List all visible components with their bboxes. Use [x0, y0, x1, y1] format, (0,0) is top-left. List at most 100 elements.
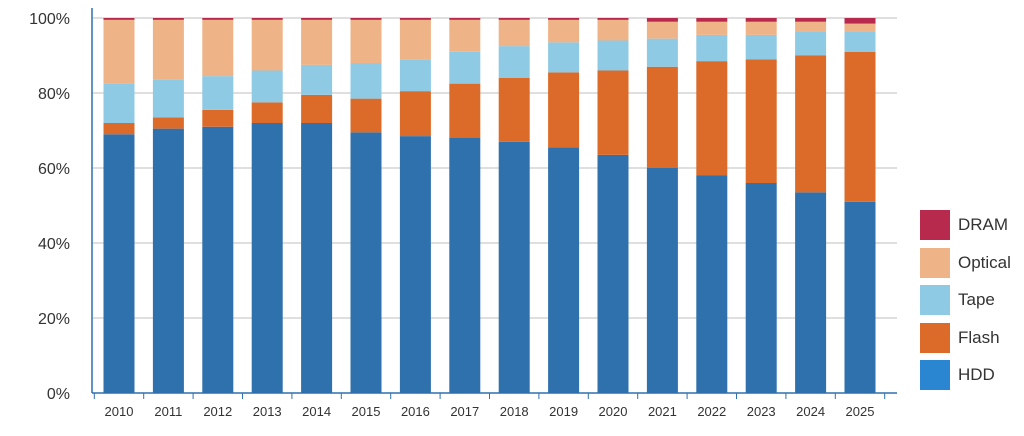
bar-segment-flash-2016	[399, 91, 431, 137]
bar-segment-hdd-2023	[745, 183, 777, 393]
bar-segment-dram-2021	[646, 18, 678, 22]
bar-segment-optical-2011	[152, 19, 184, 80]
bar-segment-optical-2014	[301, 19, 333, 65]
bar-segment-dram-2024	[795, 18, 827, 22]
bar-segment-tape-2020	[597, 40, 629, 71]
legend-swatch-flash	[920, 322, 950, 353]
bar-segment-hdd-2024	[795, 192, 827, 393]
bar-segment-dram-2017	[449, 18, 481, 20]
legend-label-optical: Optical	[958, 252, 1011, 272]
x-tick-label: 2023	[747, 404, 776, 419]
bar-segment-tape-2015	[350, 63, 382, 99]
bar-segment-tape-2011	[152, 79, 184, 118]
legend-item-flash: Flash	[920, 322, 1020, 353]
x-tick-label: 2024	[796, 404, 825, 419]
y-tick-label: 20%	[38, 311, 70, 328]
bar-segment-flash-2018	[498, 78, 530, 142]
legend-item-hdd: HDD	[920, 360, 1020, 390]
bar-segment-dram-2010	[103, 18, 135, 20]
x-tick-label: 2012	[203, 404, 232, 419]
x-tick-label: 2022	[697, 404, 726, 419]
x-tick-label: 2021	[648, 404, 677, 419]
bar-segment-flash-2022	[696, 61, 728, 176]
bar-segment-flash-2023	[745, 59, 777, 183]
legend-label-flash: Flash	[958, 327, 1000, 347]
legend-swatch-optical	[920, 247, 950, 278]
bar-segment-dram-2022	[696, 18, 728, 22]
x-tick-label: 2017	[450, 404, 479, 419]
legend-label-tape: Tape	[958, 290, 995, 309]
bars	[103, 18, 876, 393]
bar-segment-hdd-2011	[152, 128, 184, 393]
bar-segment-optical-2017	[449, 19, 481, 52]
bar-segment-tape-2010	[103, 83, 135, 123]
bar-segment-optical-2020	[597, 19, 629, 41]
bar-segment-tape-2014	[301, 64, 333, 95]
bar-segment-hdd-2010	[103, 134, 135, 393]
bar-segment-optical-2016	[399, 19, 431, 60]
bar-segment-tape-2024	[795, 31, 827, 56]
x-tick-label: 2020	[599, 404, 628, 419]
bar-segment-flash-2021	[646, 66, 678, 168]
bar-segment-hdd-2017	[449, 138, 481, 393]
bar-segment-dram-2013	[251, 18, 283, 20]
bar-segment-optical-2024	[795, 21, 827, 32]
bar-segment-dram-2019	[548, 18, 580, 20]
bar-segment-tape-2018	[498, 46, 530, 78]
axes: 0% 20% 40% 60% 80% 100% 2010 2011 2012 2013 2014 20…	[29, 8, 897, 419]
legend-label-hdd: HDD	[958, 365, 995, 384]
bar-segment-optical-2015	[350, 19, 382, 63]
bar-segment-tape-2025	[844, 31, 876, 52]
bar-segment-flash-2020	[597, 70, 629, 155]
bar-segment-tape-2013	[251, 70, 283, 103]
legend-label-dram: DRAM	[958, 215, 1009, 234]
y-tick-label: 100%	[29, 11, 70, 28]
x-tick-label: 2014	[302, 404, 331, 419]
bar-segment-hdd-2016	[399, 136, 431, 393]
bar-segment-dram-2020	[597, 18, 629, 20]
y-tick-label: 80%	[38, 86, 70, 103]
x-tick-label: 2019	[549, 404, 578, 419]
bar-segment-dram-2011	[152, 18, 184, 20]
bar-segment-tape-2017	[449, 51, 481, 84]
bar-segment-flash-2014	[301, 94, 333, 123]
bar-segment-optical-2013	[251, 19, 283, 71]
bar-segment-dram-2015	[350, 18, 382, 20]
bar-segment-tape-2019	[548, 42, 580, 73]
bar-segment-hdd-2013	[251, 123, 283, 393]
bar-segment-tape-2016	[399, 59, 431, 92]
bar-segment-dram-2016	[399, 18, 431, 20]
bar-segment-flash-2013	[251, 102, 283, 123]
legend: DRAM Optical Tape Flash HDD	[920, 210, 1020, 398]
bar-segment-dram-2012	[202, 18, 234, 20]
y-tick-label: 60%	[38, 161, 70, 178]
bar-segment-flash-2012	[202, 109, 234, 127]
y-tick-label: 0%	[47, 386, 70, 403]
bar-segment-flash-2010	[103, 123, 135, 135]
x-tick-label: 2025	[846, 404, 875, 419]
bar-segment-tape-2012	[202, 76, 234, 110]
bar-segment-optical-2012	[202, 19, 234, 77]
x-tick-label: 2015	[352, 404, 381, 419]
bar-segment-flash-2011	[152, 117, 184, 129]
x-tick-label: 2013	[253, 404, 282, 419]
legend-swatch-hdd	[920, 360, 950, 390]
legend-swatch-dram	[920, 210, 950, 240]
legend-item-dram: DRAM	[920, 210, 1020, 240]
bar-segment-optical-2018	[498, 19, 530, 47]
bar-segment-tape-2021	[646, 38, 678, 67]
bar-segment-tape-2022	[696, 34, 728, 62]
bar-segment-dram-2023	[745, 18, 777, 22]
bar-segment-optical-2023	[745, 21, 777, 35]
bar-segment-optical-2010	[103, 19, 135, 84]
x-tick-label: 2016	[401, 404, 430, 419]
bar-segment-hdd-2014	[301, 123, 333, 393]
legend-swatch-tape	[920, 285, 950, 315]
bar-segment-flash-2017	[449, 83, 481, 138]
bar-segment-flash-2019	[548, 72, 580, 148]
bar-segment-hdd-2015	[350, 132, 382, 393]
legend-item-tape: Tape	[920, 285, 1020, 315]
y-tick-label: 40%	[38, 236, 70, 253]
